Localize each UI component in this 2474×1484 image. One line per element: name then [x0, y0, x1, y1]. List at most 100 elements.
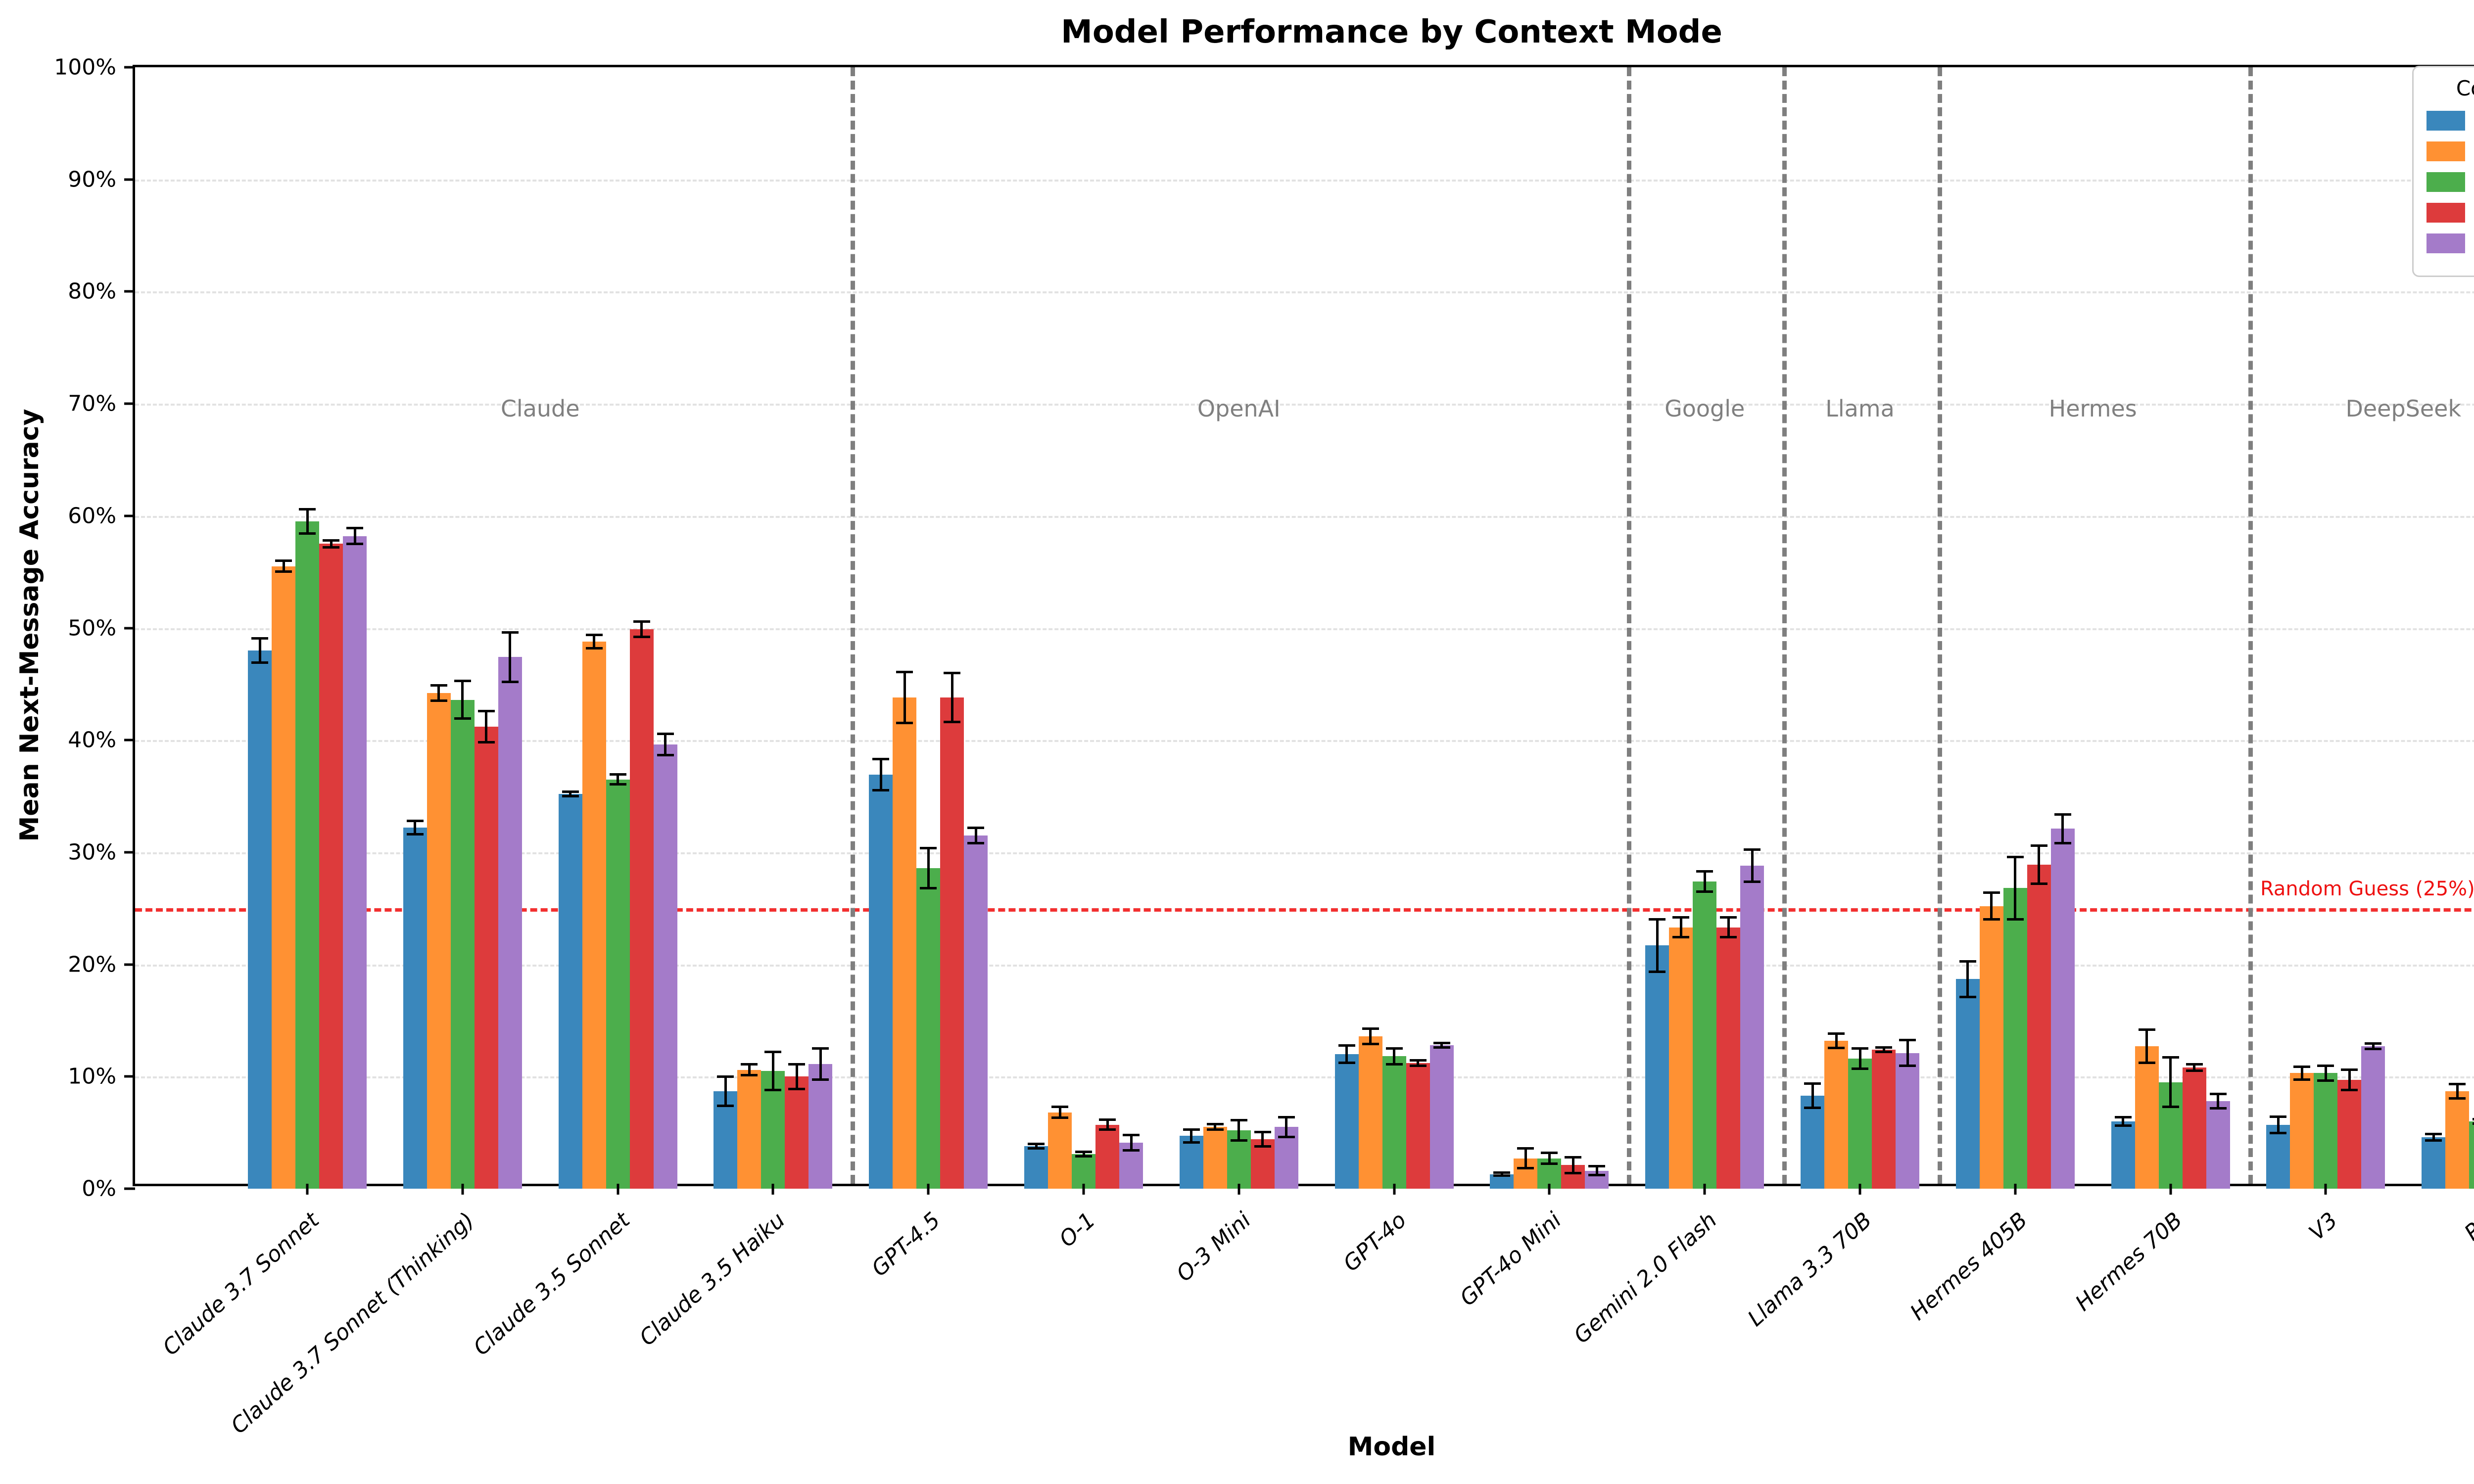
- x-tick: [1393, 1184, 1396, 1195]
- error-cap-bottom: [609, 783, 626, 786]
- error-bar: [353, 527, 356, 545]
- error-bar: [748, 1063, 751, 1077]
- error-bar: [2014, 855, 2017, 921]
- error-bar: [1500, 1171, 1503, 1177]
- error-cap-bottom: [1338, 1062, 1355, 1065]
- error-cap-top: [2162, 1056, 2179, 1059]
- error-cap-bottom: [406, 833, 424, 835]
- bar: [964, 835, 988, 1189]
- error-cap-top: [1899, 1039, 1916, 1042]
- error-bar: [1858, 1047, 1861, 1070]
- bar: [785, 1076, 809, 1189]
- error-cap-bottom: [1649, 970, 1666, 973]
- bar: [2422, 1137, 2446, 1189]
- chart-title: Model Performance by Context Mode: [1061, 14, 1722, 50]
- section-label-deepseek: DeepSeek: [2345, 395, 2462, 422]
- error-cap-top: [1051, 1106, 1068, 1109]
- error-cap-bottom: [2341, 1088, 2358, 1091]
- x-tick: [617, 1184, 619, 1195]
- bar: [1048, 1112, 1072, 1189]
- plot-area: Random Guess (25%) 0% 10% 20% 30% 40% 50% 60% 7…: [54, 55, 2474, 1439]
- bar: [2266, 1124, 2290, 1189]
- bar: [2050, 829, 2075, 1189]
- y-tick-label: 30%: [68, 839, 116, 865]
- x-tick: [2324, 1184, 2327, 1195]
- error-cap-bottom: [1565, 1171, 1582, 1174]
- gridline-30: [135, 852, 2474, 854]
- error-bar: [951, 671, 953, 724]
- x-tick: [1548, 1184, 1551, 1195]
- error-cap-bottom: [1183, 1141, 1200, 1144]
- y-tick-label: 40%: [68, 727, 116, 753]
- error-cap-top: [2270, 1115, 2287, 1118]
- error-bar: [1906, 1039, 1909, 1067]
- bar: [1334, 1054, 1359, 1189]
- bar: [498, 657, 522, 1189]
- error-bar: [2277, 1115, 2280, 1135]
- section-divider: [1782, 67, 1787, 1184]
- legend-entry: 100 Summary: [2426, 232, 2474, 255]
- error-cap-bottom: [501, 680, 519, 683]
- error-bar: [509, 631, 512, 683]
- gridline-50: [135, 628, 2474, 630]
- error-cap-bottom: [1493, 1174, 1511, 1177]
- error-cap-bottom: [299, 532, 316, 535]
- error-bar: [2372, 1042, 2375, 1051]
- error-cap-bottom: [2030, 882, 2047, 885]
- legend-entry: 100 Raw: [2426, 201, 2474, 224]
- error-cap-bottom: [1254, 1145, 1271, 1148]
- error-bar: [1727, 916, 1730, 939]
- error-cap-top: [2365, 1042, 2382, 1045]
- bar: [1669, 927, 1693, 1189]
- x-tick: [306, 1184, 309, 1195]
- y-tick: [124, 290, 135, 293]
- error-cap-bottom: [1983, 918, 2000, 921]
- error-cap-top: [1075, 1150, 1092, 1153]
- error-cap-bottom: [1804, 1107, 1821, 1110]
- y-tick: [124, 178, 135, 181]
- error-cap-bottom: [920, 886, 937, 889]
- y-tick-label: 10%: [68, 1064, 116, 1089]
- error-cap-bottom: [454, 717, 471, 720]
- error-cap-bottom: [1899, 1065, 1916, 1067]
- bar: [1801, 1095, 1824, 1189]
- error-cap-top: [454, 679, 471, 682]
- section-label-openai: OpenAI: [1197, 395, 1281, 422]
- error-cap-bottom: [1696, 890, 1713, 893]
- x-tick: [2014, 1184, 2017, 1195]
- y-tick-label: 70%: [68, 391, 116, 417]
- error-bar: [879, 758, 882, 792]
- error-bar: [1990, 891, 1993, 921]
- bar: [1693, 881, 1717, 1189]
- gridline-60: [135, 515, 2474, 518]
- error-cap-bottom: [1828, 1046, 1845, 1049]
- bar: [2206, 1101, 2230, 1189]
- error-bar: [1882, 1046, 1885, 1053]
- error-cap-top: [609, 773, 626, 776]
- error-cap-top: [1804, 1082, 1821, 1085]
- error-cap-bottom: [2209, 1107, 2227, 1110]
- x-tick-label: V3: [2304, 1207, 2343, 1246]
- error-bar: [1656, 918, 1659, 973]
- legend-swatch: [2426, 203, 2465, 223]
- error-cap-bottom: [562, 794, 579, 797]
- error-cap-top: [323, 539, 339, 542]
- error-cap-top: [1588, 1165, 1606, 1168]
- bar: [558, 794, 582, 1189]
- error-cap-top: [2425, 1132, 2442, 1135]
- y-tick-label: 60%: [68, 503, 116, 529]
- bar: [1824, 1040, 1848, 1189]
- section-divider: [1937, 67, 1942, 1184]
- error-cap-bottom: [1672, 936, 1690, 939]
- error-cap-top: [1123, 1133, 1140, 1136]
- error-bar: [1571, 1156, 1574, 1174]
- x-tick: [1858, 1184, 1861, 1195]
- error-cap-bottom: [275, 570, 292, 573]
- error-cap-top: [1362, 1027, 1379, 1030]
- y-tick: [124, 514, 135, 517]
- error-bar: [1524, 1147, 1527, 1170]
- section-label-llama: Llama: [1825, 395, 1895, 422]
- error-bar: [1595, 1165, 1598, 1177]
- gridline-40: [135, 740, 2474, 742]
